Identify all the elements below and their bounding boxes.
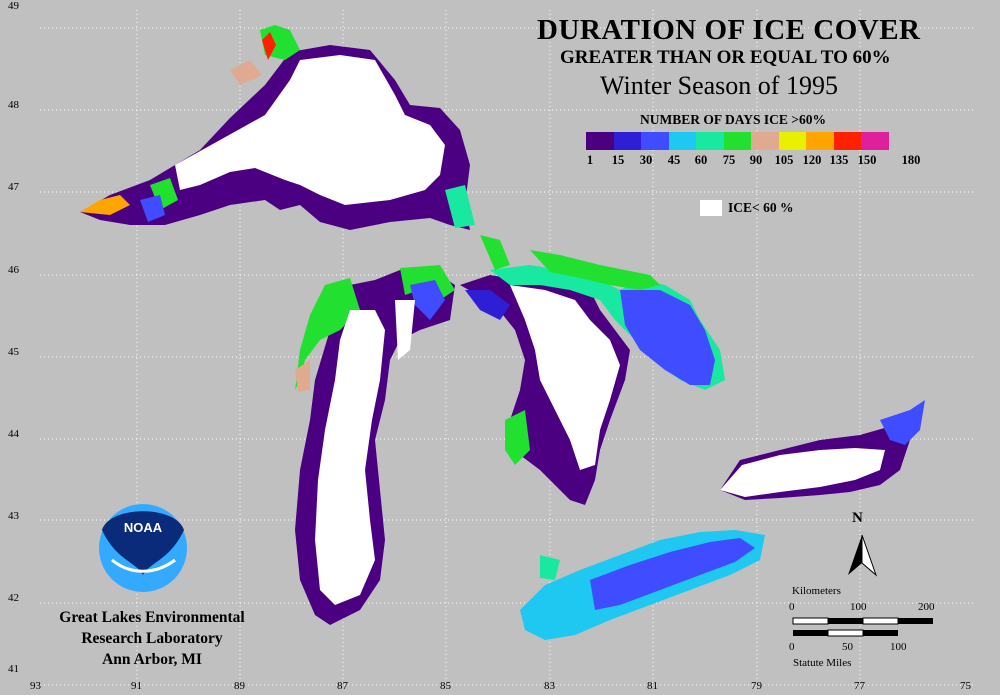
latitude-label: 42 (8, 592, 19, 604)
latitude-label: 45 (8, 346, 19, 358)
legend-swatch-4 (696, 132, 724, 150)
credit-line-3: Ann Arbor, MI (102, 651, 202, 668)
legend-tick-label: 90 (749, 153, 763, 167)
season-label: Winter Season of 1995 (600, 71, 838, 100)
scale-bars (792, 617, 933, 637)
scale-mi-tick-100: 100 (890, 641, 907, 653)
latitude-label: 48 (8, 99, 19, 111)
north-label: N (852, 510, 863, 526)
graticule (40, 10, 975, 686)
north-arrow (848, 534, 878, 577)
legend-swatch-7 (778, 132, 806, 150)
scale-km-tick-0: 0 (789, 601, 795, 613)
lake-michigan (295, 265, 455, 625)
map-subtitle: GREATER THAN OR EQUAL TO 60% (560, 47, 891, 68)
legend-swatch-0 (586, 132, 614, 150)
legend-tick-label: 180 (901, 153, 921, 167)
latitude-label: 43 (8, 510, 19, 522)
longitude-label: 75 (960, 680, 971, 692)
longitude-label: 81 (647, 680, 658, 692)
longitude-label: 79 (751, 680, 762, 692)
legend-tick-label: 1 (586, 153, 594, 167)
scale-km-tick-200: 200 (918, 601, 935, 613)
legend-tick-label: 120 (802, 153, 822, 167)
scale-km-tick-100: 100 (850, 601, 867, 613)
longitude-label: 83 (544, 680, 555, 692)
credit-line-2: Research Laboratory (81, 630, 223, 647)
longitude-label: 77 (854, 680, 865, 692)
ice-low-label: ICE< 60 % (728, 200, 794, 215)
legend-swatch-2 (641, 132, 669, 150)
legend-swatch-9 (833, 132, 861, 150)
legend-tick-label: 75 (722, 153, 736, 167)
longitude-label: 85 (440, 680, 451, 692)
legend-swatch-3 (668, 132, 696, 150)
noaa-logo: NOAA (99, 504, 187, 592)
latitude-label: 47 (8, 181, 19, 193)
legend-tick-label: 135 (829, 153, 849, 167)
longitude-label: 91 (131, 680, 142, 692)
latitude-label: 49 (8, 0, 19, 12)
longitude-label: 93 (30, 680, 41, 692)
latitude-label: 44 (8, 428, 19, 440)
legend-title: NUMBER OF DAYS ICE >60% (640, 112, 826, 127)
legend-tick-label: 45 (667, 153, 681, 167)
legend-swatch-8 (806, 132, 834, 150)
longitude-label: 87 (337, 680, 348, 692)
legend-swatch-10 (861, 132, 889, 150)
scale-km-title: Kilometers (792, 585, 841, 597)
lake-ontario (720, 400, 925, 500)
legend-tick-labels: 1 15 30 45 60 75 90 105 120 135 150 180 (582, 153, 934, 169)
legend-swatch-1 (613, 132, 641, 150)
scale-mi-tick-0: 0 (789, 641, 795, 653)
legend-swatch-5 (723, 132, 751, 150)
legend-tick-label: 15 (611, 153, 625, 167)
credit-line-1: Great Lakes Environmental (59, 609, 245, 626)
legend-tick-label: 60 (694, 153, 708, 167)
legend-tick-label: 30 (639, 153, 653, 167)
scale-mi-tick-50: 50 (842, 641, 853, 653)
legend-color-bar (586, 132, 889, 150)
legend-tick-label: 105 (774, 153, 794, 167)
map-title: DURATION OF ICE COVER (537, 14, 921, 46)
noaa-logo-text: NOAA (124, 520, 163, 535)
lake-superior (80, 25, 475, 230)
legend-tick-label: 150 (857, 153, 877, 167)
legend-swatch-6 (751, 132, 779, 150)
longitude-label: 89 (234, 680, 245, 692)
latitude-label: 46 (8, 264, 19, 276)
lake-huron (460, 235, 725, 505)
scale-mi-title: Statute Miles (793, 657, 852, 669)
ice-low-swatch (700, 200, 722, 216)
latitude-label: 41 (8, 663, 19, 675)
lake-erie (520, 530, 765, 640)
